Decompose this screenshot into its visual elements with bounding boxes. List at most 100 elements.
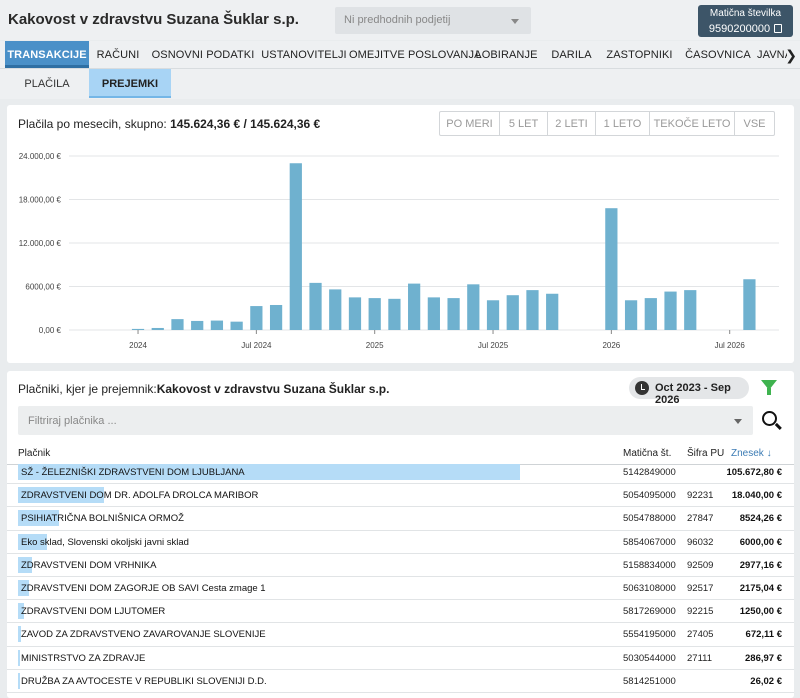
registration-number-box[interactable]: Matična številka 9590200000 — [698, 5, 793, 37]
copy-icon[interactable] — [774, 24, 783, 33]
chart-bar — [408, 283, 421, 330]
chart-bar — [210, 320, 224, 330]
tab-ustanovitelji[interactable]: USTANOVITELJI — [261, 49, 347, 61]
search-icon[interactable] — [762, 411, 777, 426]
chevron-right-icon[interactable]: ❯ — [785, 47, 797, 63]
monthly-payments-panel: Plačila po mesecih, skupno: 145.624,36 €… — [7, 105, 794, 363]
chart-bar — [388, 298, 401, 330]
column-payer[interactable]: Plačnik — [18, 448, 51, 459]
tab-casovnica[interactable]: ČASOVNICA — [685, 49, 751, 61]
payer-amount: 2977,16 € — [739, 559, 782, 571]
main-tabs: TRANSAKCIJE RAČUNI OSNOVNI PODATKI USTAN… — [0, 41, 800, 69]
chart-bar — [131, 328, 145, 330]
payer-name: SŽ - ŽELEZNIŠKI ZDRAVSTVENI DOM LJUBLJAN… — [21, 467, 245, 478]
payer-amount: 105.672,80 € — [726, 467, 782, 478]
chart-bar — [289, 163, 302, 330]
payer-amount: 1250,00 € — [739, 606, 782, 618]
tab-omejitve-poslovanja[interactable]: OMEJITVE POSLOVANJA — [349, 49, 482, 61]
table-row[interactable]: ZAVOD ZA ZDRAVSTVENO ZAVAROVANJE SLOVENI… — [7, 623, 794, 647]
y-tick-label: 18.000,00 € — [19, 196, 62, 205]
x-tick-label: Jul 2025 — [478, 341, 509, 350]
chart-bar — [250, 306, 263, 330]
table-row[interactable]: DRUŽBA ZA AVTOCESTE V REPUBLIKI SLOVENIJ… — [7, 670, 794, 693]
range-custom-button[interactable]: PO MERI — [440, 112, 500, 135]
chart-bar — [546, 293, 559, 330]
payer-registration: 5054788000 — [623, 513, 676, 525]
payer-name: MINISTRSTVO ZA ZDRAVJE — [21, 652, 146, 664]
table-row[interactable]: ZDRAVSTVENI DOM DR. ADOLFA DROLCA MARIBO… — [7, 484, 794, 508]
monthly-bar-chart: 0,00 € 6000,00 € 12.000,00 € 18.000,00 € 24.… — [19, 152, 779, 350]
date-range-pill[interactable]: Oct 2023 - Sep 2026 — [629, 377, 749, 406]
share-bar — [18, 603, 25, 620]
tab-lobiranje[interactable]: LOBIRANJE — [475, 49, 538, 61]
date-range-label: Oct 2023 - Sep 2026 — [655, 382, 731, 406]
y-tick-label: 24.000,00 € — [19, 152, 62, 161]
tab-darila[interactable]: DARILA — [551, 49, 592, 61]
payer-registration: 5063108000 — [623, 582, 676, 594]
tab-transakcije[interactable]: TRANSAKCIJE — [5, 41, 89, 68]
tab-javna[interactable]: JAVNA — [757, 49, 787, 61]
payer-filter-input[interactable] — [18, 406, 753, 435]
registration-label: Matična številka — [709, 8, 782, 19]
chart-bar — [664, 291, 677, 330]
column-registration[interactable]: Matična št. — [623, 448, 672, 459]
top-bar: Kakovost v zdravstvu Suzana Šuklar s.p. … — [0, 0, 800, 40]
subtab-placila[interactable]: PLAČILA — [24, 78, 70, 90]
tab-osnovni-podatki[interactable]: OSNOVNI PODATKI — [151, 49, 255, 61]
chart-bar — [309, 282, 322, 330]
range-all-button[interactable]: VSE — [743, 118, 766, 130]
table-row[interactable]: ZDRAVSTVENI DOM VRHNIKA 5158834000 92509 29… — [7, 554, 794, 577]
previous-entity-placeholder: Ni predhodnih podjetij — [344, 14, 451, 26]
payer-pu-code: 27405 — [687, 629, 714, 641]
chevron-down-icon — [511, 19, 519, 24]
payer-amount: 6000,00 € — [739, 536, 782, 548]
table-row[interactable]: MINISTRSTVO ZA ZDRAVJE 5030544000 27111 286… — [7, 647, 794, 670]
subtab-prejemki[interactable]: PREJEMKI — [89, 69, 171, 98]
chart-bar — [624, 300, 638, 330]
chart-bar — [506, 295, 519, 330]
payer-name: ZDRAVSTVENI DOM ZAGORJE OB SAVI Cesta zm… — [21, 582, 266, 594]
share-bar — [18, 626, 21, 643]
share-bar — [18, 556, 33, 573]
filter-icon[interactable] — [761, 380, 777, 395]
payers-heading-label: Plačniki, kjer je prejemnik: — [18, 382, 157, 396]
tab-racuni[interactable]: RAČUNI — [96, 49, 140, 61]
column-amount-label: Znesek — [731, 448, 764, 459]
table-row[interactable]: Eko sklad, Slovenski okoljski javni skla… — [7, 531, 794, 554]
range-selector: PO MERI 5 LET 2 LETI 1 LETO TEKOČE LETO … — [439, 111, 775, 136]
column-amount[interactable]: Znesek ↓ — [731, 448, 772, 459]
payer-pu-code: 92231 — [687, 490, 714, 502]
sub-tabs: PLAČILA PREJEMKI — [0, 69, 800, 99]
payer-registration: 5054095000 — [623, 490, 676, 502]
payer-pu-code: 96032 — [687, 536, 714, 548]
range-2-years-button[interactable]: 2 LETI — [548, 112, 596, 135]
chart-heading: Plačila po mesecih, skupno: 145.624,36 €… — [18, 117, 320, 131]
column-pu-code[interactable]: Šifra PU — [687, 448, 725, 459]
y-tick-label: 12.000,00 € — [19, 239, 62, 248]
share-bar — [18, 464, 520, 480]
x-tick-label: 2026 — [602, 341, 620, 350]
payer-amount: 672,11 € — [745, 629, 782, 641]
payer-pu-code: 27847 — [687, 513, 714, 525]
chart-bar — [467, 284, 480, 330]
table-row[interactable]: ZDRAVSTVENI DOM ZAGORJE OB SAVI Cesta zm… — [7, 577, 794, 601]
tab-zastopniki[interactable]: ZASTOPNIKI — [606, 49, 673, 61]
x-tick-label: 2024 — [129, 341, 147, 350]
chevron-down-icon[interactable] — [734, 419, 742, 424]
table-row[interactable]: PSIHIATRIČNA BOLNIŠNICA ORMOŽ 5054788000 2… — [7, 507, 794, 531]
payer-pu-code: 27111 — [687, 652, 713, 664]
chart-bar — [191, 320, 204, 330]
share-bar — [18, 579, 29, 596]
table-row[interactable]: SŽ - ŽELEZNIŠKI ZDRAVSTVENI DOM LJUBLJAN… — [7, 461, 794, 485]
payer-amount: 286,97 € — [745, 652, 782, 664]
chart-bar — [684, 290, 697, 330]
payer-amount: 18.040,00 € — [731, 490, 782, 502]
range-5-years-button[interactable]: 5 LET — [500, 112, 548, 135]
table-row[interactable]: ZDRAVSTVENI DOM LJUTOMER 5817269000 92215 1… — [7, 600, 794, 624]
range-current-year-button[interactable]: TEKOČE LETO — [650, 112, 735, 135]
clock-icon — [635, 381, 649, 395]
share-bar — [18, 649, 20, 666]
range-1-year-button[interactable]: 1 LETO — [596, 112, 650, 135]
x-tick-label: Jul 2024 — [241, 341, 272, 350]
previous-entity-select[interactable]: Ni predhodnih podjetij — [335, 7, 531, 34]
